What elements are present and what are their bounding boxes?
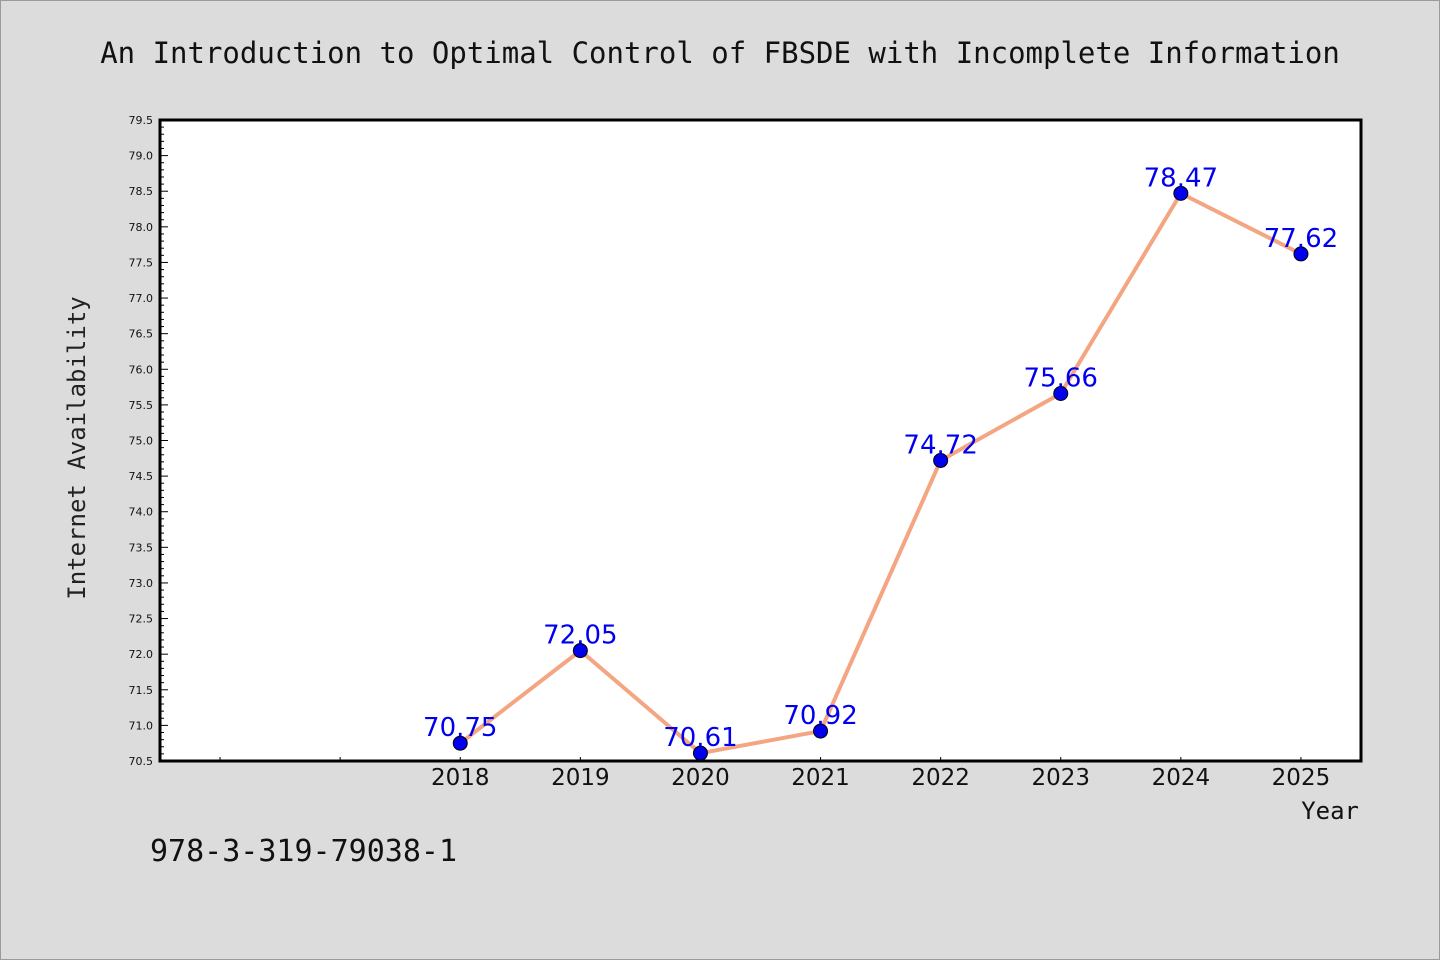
x-tick-label: 2021	[791, 765, 850, 791]
data-label-2025: 77.62	[1264, 224, 1338, 254]
data-point-2018	[452, 735, 468, 751]
data-labels: 70.75 72.05 70.61 70.92 74.72 75.66 78.47 77.62	[423, 163, 1338, 753]
x-tick-label: 2020	[671, 765, 730, 791]
plot-border	[158, 118, 1363, 763]
data-point-2023	[1053, 385, 1069, 401]
y-axis-label: Internet Availability	[63, 296, 91, 599]
y-tick-label: 75.0	[129, 435, 154, 448]
data-point-2024	[1173, 185, 1189, 201]
data-label-2023: 75.66	[1024, 363, 1098, 393]
y-tick-label: 76.5	[129, 328, 154, 341]
y-tick-label: 74.0	[129, 506, 154, 519]
y-tick-label: 78.5	[129, 185, 154, 198]
x-tick-label: 2022	[911, 765, 970, 791]
x-tick-label: 2023	[1031, 765, 1090, 791]
y-tick-label: 71.0	[129, 719, 154, 732]
series-polyline	[459, 191, 1302, 756]
y-tick-label: 76.0	[129, 363, 154, 376]
y-tick-label: 71.5	[129, 684, 154, 697]
data-label-2022: 74.72	[903, 430, 977, 460]
y-tick-label: 78.0	[129, 221, 154, 234]
data-label-2018: 70.75	[423, 713, 497, 743]
series-markers	[452, 185, 1309, 761]
chart-title: An Introduction to Optimal Control of FB…	[100, 36, 1340, 70]
x-axis: 2018 2019 2020 2021 2022 2023 2024 2025	[219, 757, 1331, 791]
y-axis: 70.5 71.0 71.5 72.0 72.5 73.0 73.5 74.0 74.5 75.0…	[129, 114, 168, 768]
y-tick-label: 79.5	[129, 114, 154, 127]
x-tick-label: 2018	[431, 765, 490, 791]
x-axis-label: Year	[1301, 797, 1359, 825]
y-tick-label: 77.5	[129, 256, 154, 269]
data-label-2024: 78.47	[1144, 163, 1218, 193]
data-label-2021: 70.92	[783, 701, 857, 731]
isbn-label: 978-3-319-79038-1	[150, 834, 458, 869]
data-point-2019	[572, 643, 588, 659]
y-tick-label: 73.0	[129, 577, 154, 590]
y-tick-label: 79.0	[129, 150, 154, 163]
y-tick-label: 75.5	[129, 399, 154, 412]
y-tick-label: 77.0	[129, 292, 154, 305]
y-tick-label: 72.5	[129, 613, 154, 626]
plot-area	[160, 120, 1361, 761]
y-tick-label: 70.5	[129, 755, 154, 768]
data-point-2025	[1293, 246, 1309, 262]
x-tick-label: 2025	[1272, 765, 1331, 791]
data-label-2020: 70.61	[663, 723, 737, 753]
y-tick-label: 73.5	[129, 541, 154, 554]
y-tick-label: 74.5	[129, 470, 154, 483]
data-point-2021	[813, 723, 829, 739]
x-tick-label: 2024	[1152, 765, 1211, 791]
x-tick-label: 2019	[551, 765, 610, 791]
data-point-2022	[933, 452, 949, 468]
data-label-2019: 72.05	[543, 621, 617, 651]
y-tick-label: 72.0	[129, 648, 154, 661]
series-line	[459, 191, 1302, 756]
